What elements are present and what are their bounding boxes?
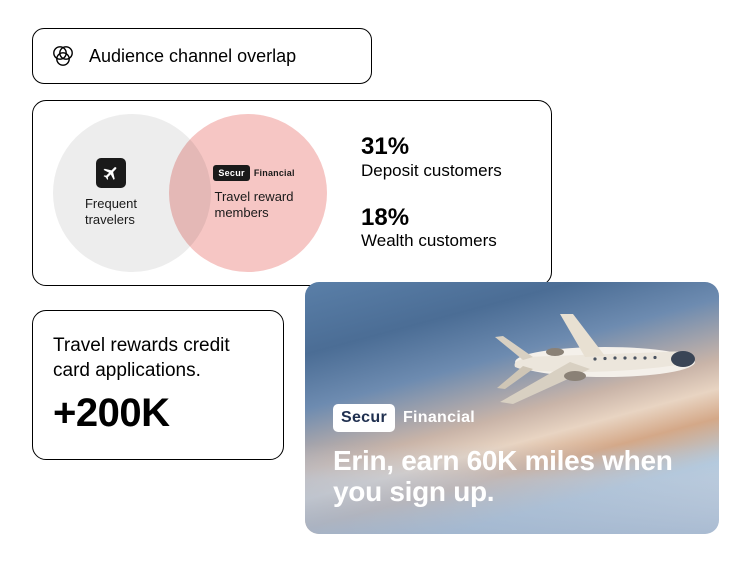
- header-card: Audience channel overlap: [32, 28, 372, 84]
- venn-right-content: Secur Financial Travel reward members: [169, 114, 327, 272]
- promo-headline: Erin, earn 60K miles when you sign up.: [333, 446, 691, 508]
- stat-label: Deposit customers: [361, 161, 502, 181]
- venn-card: Frequent travelers Secur Financial Trave…: [32, 100, 552, 286]
- brand-prefix-small: Secur: [213, 165, 250, 181]
- venn-diagram: Frequent travelers Secur Financial Trave…: [53, 113, 331, 273]
- venn-right-label: Travel reward members: [215, 189, 294, 222]
- venn-icon: [49, 42, 77, 70]
- promo-brand-suffix: Financial: [403, 409, 475, 427]
- metric-value: +200K: [53, 391, 263, 436]
- stat-percent: 18%: [361, 205, 502, 231]
- brand-suffix-small: Financial: [254, 168, 295, 178]
- promo-brand: Secur Financial: [333, 404, 691, 432]
- stat-percent: 31%: [361, 134, 502, 160]
- brand-tag-small: Secur Financial: [213, 165, 294, 181]
- stat-deposit: 31% Deposit customers: [361, 134, 502, 181]
- header-title: Audience channel overlap: [89, 46, 296, 67]
- stat-wealth: 18% Wealth customers: [361, 205, 502, 252]
- venn-left-label: Frequent travelers: [85, 196, 137, 229]
- promo-card[interactable]: Secur Financial Erin, earn 60K miles whe…: [305, 282, 719, 534]
- plane-icon: [96, 158, 126, 188]
- metric-description: Travel rewards credit card applications.: [53, 334, 263, 383]
- venn-stats: 31% Deposit customers 18% Wealth custome…: [361, 134, 502, 252]
- stat-label: Wealth customers: [361, 231, 502, 251]
- promo-brand-prefix: Secur: [333, 404, 395, 432]
- metric-card: Travel rewards credit card applications.…: [32, 310, 284, 460]
